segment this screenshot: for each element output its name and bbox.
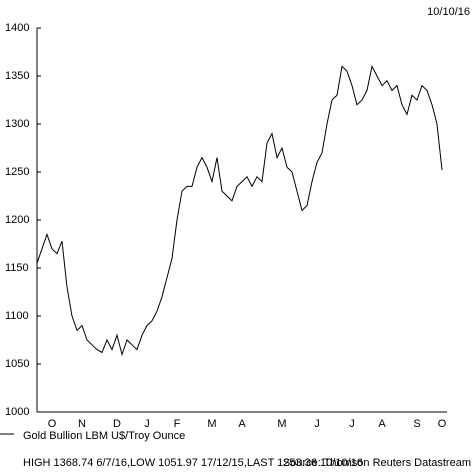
x-tick-label: N <box>78 418 86 430</box>
x-tick-label: M <box>277 418 286 430</box>
x-tick-label: S <box>413 418 420 430</box>
x-tick-label: M <box>207 418 216 430</box>
price-line <box>36 64 443 357</box>
y-tick-label: 1000 <box>5 406 29 418</box>
source: Source: Thomson Reuters Datastream <box>283 457 471 469</box>
legend-label: Gold Bullion LBM U$/Troy Ounce <box>23 430 185 442</box>
y-tick-label: 1300 <box>5 118 29 130</box>
x-tick-label: J <box>144 418 150 430</box>
y-tick-label: 1250 <box>5 166 29 178</box>
y-tick-label: 1200 <box>5 214 29 226</box>
x-tick-label: D <box>113 418 121 430</box>
x-tick-label: A <box>378 418 386 430</box>
x-tick-label: O <box>48 418 57 430</box>
footnote: HIGH 1368.74 6/7/16,LOW 1051.97 17/12/15… <box>23 457 363 469</box>
y-tick-label: 1400 <box>5 22 29 34</box>
y-tick-label: 1100 <box>5 310 29 322</box>
x-tick-label: J <box>314 418 320 430</box>
x-tick-label: A <box>238 418 246 430</box>
x-tick-label: J <box>349 418 355 430</box>
y-tick-label: 1350 <box>5 70 29 82</box>
y-tick-label: 1150 <box>5 262 29 274</box>
x-tick-label: F <box>174 418 181 430</box>
date-label: 10/10/16 <box>427 6 470 18</box>
x-tick-label: O <box>438 418 447 430</box>
y-tick-label: 1050 <box>5 358 29 370</box>
